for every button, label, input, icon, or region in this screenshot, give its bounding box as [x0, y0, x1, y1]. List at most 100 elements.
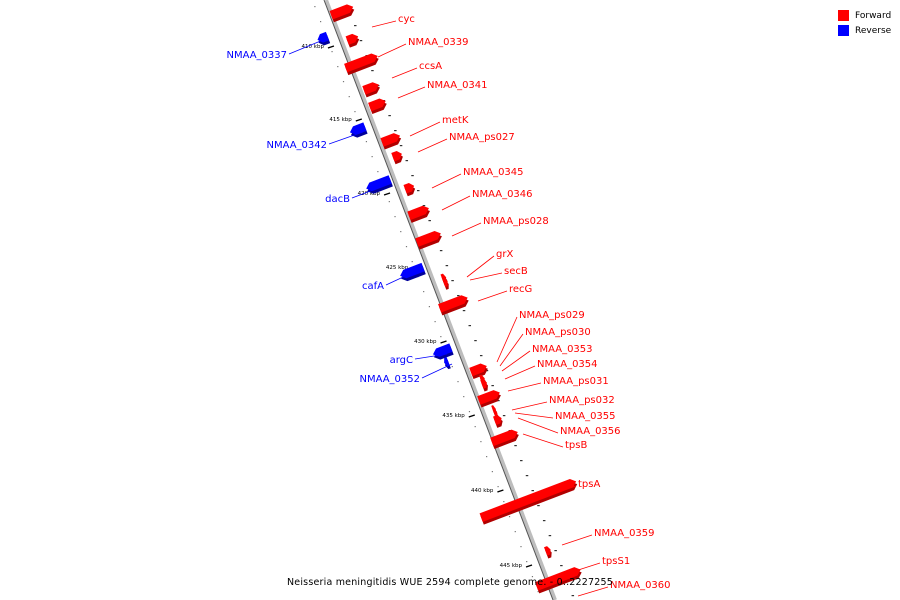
minor-tick: [514, 531, 516, 533]
tick-mark: [355, 118, 363, 122]
forward-gene: [479, 478, 578, 525]
leader-line: [371, 20, 397, 28]
minor-tick: [462, 310, 466, 312]
minor-tick: [428, 306, 430, 308]
leader-line: [451, 222, 482, 237]
minor-tick: [314, 6, 316, 8]
forward-gene-label: NMAA_0346: [472, 189, 533, 200]
forward-gene-label: NMAA_0360: [610, 580, 671, 591]
forward-gene-label: NMAA_0359: [594, 528, 655, 539]
minor-tick: [474, 340, 477, 342]
tick-mark: [468, 414, 475, 418]
forward-gene-label: grX: [496, 249, 513, 260]
forward-gene: [438, 295, 469, 316]
leader-line: [561, 534, 593, 546]
leader-line: [417, 138, 448, 153]
minor-tick: [531, 490, 534, 492]
genome-caption: Neisseria meningitidis WUE 2594 complete…: [286, 577, 614, 588]
leader-line: [477, 290, 508, 302]
tick-mark: [383, 192, 391, 196]
minor-tick: [542, 520, 546, 522]
reverse-gene-label: cafA: [362, 281, 384, 292]
leader-line: [397, 86, 426, 99]
minor-tick: [491, 385, 494, 387]
leader-line: [409, 121, 441, 137]
leader-line: [499, 333, 524, 367]
minor-tick: [560, 565, 563, 567]
minor-tick: [416, 190, 420, 192]
minor-tick: [497, 486, 499, 488]
forward-gene-label: cyc: [398, 14, 415, 25]
minor-tick: [526, 561, 528, 563]
forward-gene-label: NMAA_0345: [463, 167, 524, 178]
forward-gene: [391, 150, 403, 165]
forward-swatch: [838, 10, 849, 21]
minor-tick: [468, 325, 472, 327]
forward-gene-label: tpsS1: [602, 556, 630, 567]
minor-tick: [537, 591, 539, 593]
minor-tick: [320, 21, 322, 23]
minor-tick: [451, 366, 453, 368]
forward-gene: [544, 546, 552, 559]
forward-gene: [442, 277, 449, 290]
leader-line: [288, 39, 324, 55]
forward-gene-label: NMAA_ps027: [449, 132, 515, 143]
minor-tick: [491, 471, 493, 473]
forward-gene: [368, 98, 387, 115]
leader-line: [507, 382, 542, 392]
tick-mark: [497, 489, 504, 493]
minor-tick: [525, 475, 529, 477]
leader-line: [504, 365, 536, 380]
leader-line: [496, 316, 518, 363]
minor-tick: [445, 265, 449, 267]
minor-tick: [486, 456, 488, 458]
forward-gene-label: NMAA_0354: [537, 359, 598, 370]
forward-gene: [469, 363, 488, 380]
tick-mark: [525, 564, 533, 568]
minor-tick: [422, 205, 426, 207]
minor-tick: [502, 415, 506, 417]
minor-tick: [331, 51, 333, 53]
minor-tick: [457, 295, 460, 297]
tick-label: 415 kbp: [329, 117, 352, 123]
leader-line: [385, 271, 415, 286]
forward-gene: [403, 182, 416, 197]
minor-tick: [348, 96, 350, 98]
minor-tick: [371, 156, 373, 158]
minor-tick: [463, 396, 465, 398]
minor-tick: [394, 216, 396, 218]
forward-gene: [415, 230, 442, 250]
forward-gene-label: NMAA_0356: [560, 426, 621, 437]
minor-tick: [520, 546, 522, 548]
reverse-gene: [432, 343, 454, 360]
leader-line: [522, 433, 564, 448]
forward-gene: [344, 53, 379, 76]
tick-label: 435 kbp: [442, 413, 465, 419]
leader-line: [351, 186, 382, 199]
minor-tick: [503, 501, 505, 503]
minor-tick: [520, 460, 523, 462]
forward-gene-label: secB: [504, 266, 528, 277]
reverse-gene: [317, 31, 331, 46]
minor-tick: [480, 441, 482, 443]
leader-line: [377, 43, 407, 58]
legend-forward: Forward: [838, 8, 891, 23]
gene-layer: [317, 4, 582, 594]
minor-tick: [405, 160, 409, 162]
forward-gene: [329, 4, 355, 23]
leader-line: [391, 67, 418, 79]
forward-gene: [480, 379, 488, 392]
minor-tick: [479, 355, 483, 357]
minor-tick: [388, 201, 390, 203]
leader-line: [511, 401, 548, 411]
forward-gene: [490, 429, 519, 449]
legend-reverse-label: Reverse: [855, 25, 892, 36]
minor-tick: [377, 171, 379, 173]
forward-gene-label: NMAA_0353: [532, 344, 593, 355]
tick-label: 430 kbp: [414, 339, 437, 345]
minor-tick: [514, 445, 517, 447]
legend: Forward Reverse: [838, 8, 891, 38]
leader-line: [501, 350, 531, 372]
minor-tick: [548, 535, 552, 537]
minor-tick: [342, 81, 345, 83]
